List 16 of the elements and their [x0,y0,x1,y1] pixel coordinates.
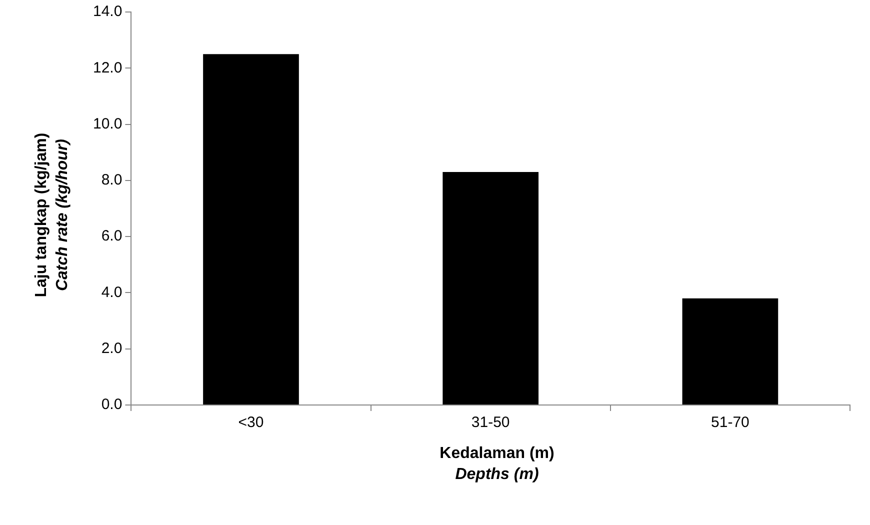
x-tick-label: <30 [238,414,264,432]
y-tick-label: 14.0 [92,3,122,20]
y-tick-label: 6.0 [101,228,122,245]
bar [203,54,299,404]
y-tick-label: 12.0 [92,59,122,76]
y-axis-title: Laju tangkap (kg/jam) Catch rate (kg/hour) [32,132,72,298]
y-tick-label: 10.0 [92,115,122,132]
y-tick-label: 4.0 [101,284,122,301]
x-tick-label: 31-50 [471,414,510,432]
y-tick-label: 8.0 [101,172,122,189]
y-tick-label: 2.0 [101,340,122,357]
bar [682,298,778,404]
y-tick-label: 0.0 [101,396,122,414]
bar [442,172,539,404]
x-axis-title: Kedalaman (m) Depths (m) [440,444,554,485]
x-tick-label: 51-70 [711,414,750,432]
